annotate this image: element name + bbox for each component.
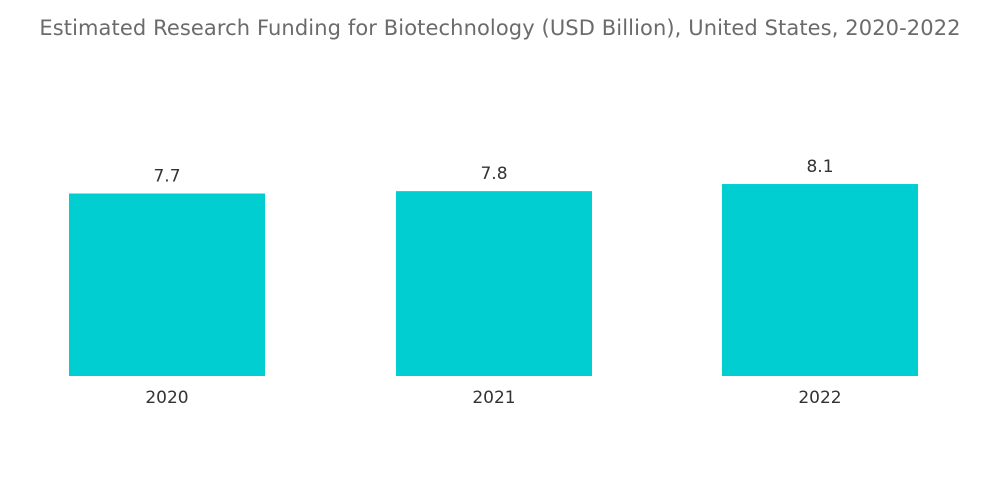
x-tick-label-2020: 2020 bbox=[145, 388, 188, 408]
bar-2022 bbox=[722, 184, 918, 376]
x-axis-tick-labels: 2020 2021 2022 bbox=[145, 388, 841, 408]
bars-group bbox=[69, 184, 918, 376]
bar-2020 bbox=[69, 193, 265, 376]
value-label-2020: 7.7 bbox=[153, 167, 180, 187]
bar-2021 bbox=[396, 191, 592, 376]
x-tick-label-2021: 2021 bbox=[472, 388, 515, 408]
value-label-2022: 8.1 bbox=[806, 157, 833, 177]
value-label-2021: 7.8 bbox=[480, 164, 507, 184]
x-tick-label-2022: 2022 bbox=[798, 388, 841, 408]
chart-title: Estimated Research Funding for Biotechno… bbox=[39, 16, 961, 40]
value-labels-group: 7.7 7.8 8.1 bbox=[153, 157, 833, 186]
